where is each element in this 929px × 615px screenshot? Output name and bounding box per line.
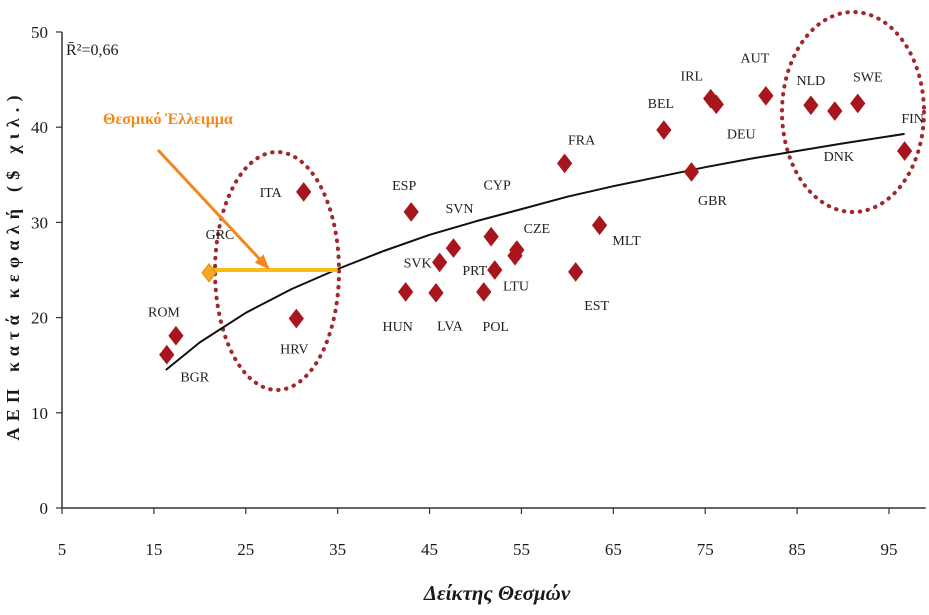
- highlight-circle-nld-dnk-swe-fin: [780, 10, 926, 214]
- data-point-mlt: [591, 215, 608, 236]
- point-label-aut: AUT: [740, 52, 769, 67]
- data-point-ltu: [507, 245, 523, 266]
- point-label-irl: IRL: [680, 70, 703, 85]
- point-label-nld: NLD: [797, 74, 826, 89]
- data-point-aut: [758, 85, 774, 106]
- trendline: [165, 132, 905, 371]
- data-point-est: [568, 262, 584, 282]
- x-tick-label: 55: [513, 540, 530, 559]
- annotation-label: Θεσμικό Έλλειμμα: [103, 111, 233, 128]
- data-point-hrv: [288, 308, 304, 329]
- x-tick-label: 35: [329, 540, 346, 559]
- point-label-pol: POL: [483, 320, 509, 335]
- data-point-grc: [201, 263, 217, 283]
- data-point-lva: [428, 283, 444, 303]
- point-label-est: EST: [584, 299, 609, 314]
- data-point-dnk: [827, 101, 843, 121]
- point-label-prt: PRT: [462, 264, 487, 279]
- highlight-circles: [213, 10, 926, 392]
- data-point-prt: [487, 260, 503, 280]
- x-tick-label: 25: [237, 540, 254, 559]
- point-label-bgr: BGR: [180, 371, 209, 386]
- point-label-fin: FIN: [901, 112, 924, 127]
- ticks: 5 15 25 35 45 55 65 75 85 95 0 10 20 30 40 50: [31, 23, 898, 559]
- y-tick-label: 20: [31, 309, 48, 328]
- point-labels: ROM BGR GRC ITA HRV ESP HUN SVK LVA SVN CYP PRT POL C…: [148, 52, 924, 386]
- data-point-esp: [403, 202, 419, 222]
- data-point-pol: [476, 282, 492, 302]
- point-label-svk: SVK: [404, 256, 432, 271]
- point-label-fra: FRA: [568, 133, 596, 148]
- point-label-dnk: DNK: [824, 150, 854, 165]
- y-tick-label: 50: [31, 23, 48, 42]
- data-point-svn: [445, 238, 462, 258]
- data-point-deu: [708, 94, 724, 115]
- point-label-cze: CZE: [524, 222, 550, 237]
- x-tick-label: 85: [789, 540, 806, 559]
- point-label-mlt: MLT: [612, 234, 641, 249]
- x-tick-label: 15: [145, 540, 162, 559]
- point-label-rom: ROM: [148, 306, 180, 321]
- point-label-hrv: HRV: [280, 342, 308, 357]
- point-label-esp: ESP: [392, 179, 416, 194]
- data-point-nld: [803, 95, 819, 116]
- axes: [61, 32, 926, 509]
- data-point-cyp: [483, 226, 499, 247]
- x-tick-label: 65: [605, 540, 622, 559]
- point-label-hun: HUN: [382, 320, 412, 335]
- x-tick-label: 45: [421, 540, 438, 559]
- point-label-svn: SVN: [445, 202, 473, 217]
- x-tick-label: 75: [697, 540, 714, 559]
- annotation-arrow: [156, 148, 270, 270]
- data-point-swe: [850, 93, 866, 114]
- highlight-circle-ita-grc-hrv: [213, 150, 341, 392]
- point-label-deu: DEU: [727, 127, 756, 142]
- y-tick-label: 30: [31, 213, 48, 232]
- data-point-hun: [398, 282, 414, 302]
- y-tick-label: 0: [40, 499, 49, 518]
- y-tick-label: 10: [31, 404, 48, 423]
- data-point-bel: [656, 120, 672, 140]
- trendline-group: [165, 132, 905, 371]
- data-point-ita: [296, 182, 312, 202]
- r-squared-label: R̄²=0,66: [66, 42, 119, 59]
- data-point-gbr: [683, 162, 700, 182]
- x-tick-label: 95: [881, 540, 898, 559]
- point-label-swe: SWE: [853, 70, 883, 85]
- point-label-ita: ITA: [260, 186, 283, 201]
- y-axis-label: ΑΕΠ κατά κεφαλή ($ χιλ.): [3, 96, 24, 441]
- point-label-grc: GRC: [206, 228, 235, 243]
- point-label-lva: LVA: [437, 320, 464, 335]
- data-point-fra: [556, 153, 573, 174]
- point-label-gbr: GBR: [698, 194, 727, 209]
- point-label-cyp: CYP: [484, 179, 511, 194]
- data-point-fin: [896, 141, 913, 161]
- data-points: [159, 85, 913, 365]
- x-axis-label: Δείκτης Θεσμών: [423, 581, 571, 605]
- point-label-ltu: LTU: [503, 280, 529, 295]
- point-label-bel: BEL: [648, 97, 674, 112]
- data-point-bgr: [159, 344, 175, 365]
- data-point-rom: [168, 325, 184, 346]
- y-tick-label: 40: [31, 118, 48, 137]
- data-point-svk: [432, 252, 448, 273]
- x-tick-label: 5: [58, 540, 67, 559]
